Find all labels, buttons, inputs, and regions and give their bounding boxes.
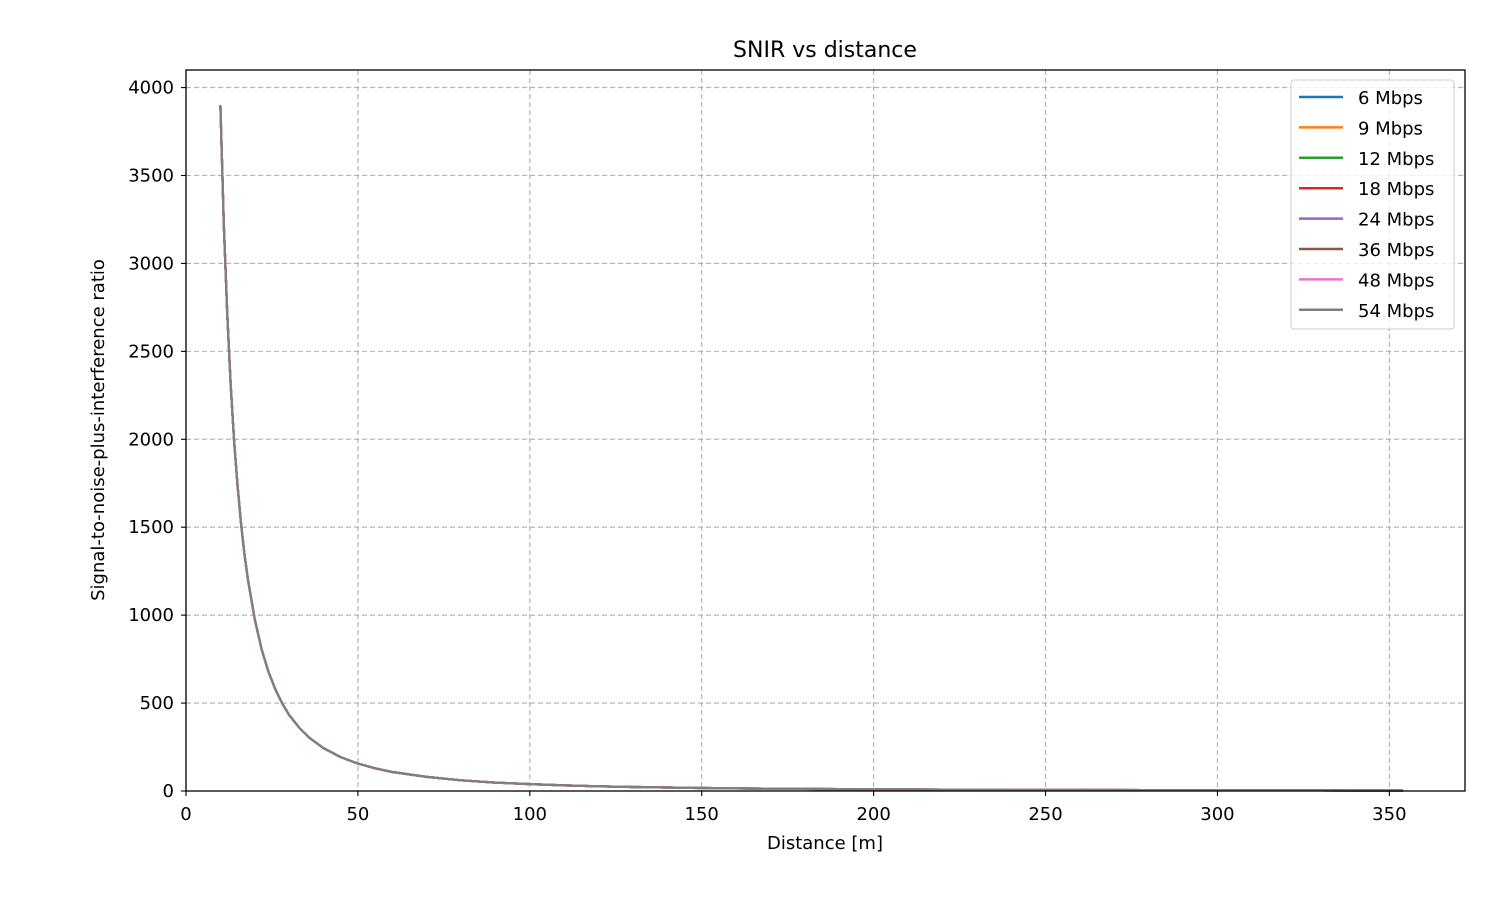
y-tick-label: 3000 [128,253,174,274]
legend-box [1290,79,1455,330]
legend-entry: 48 Mbps [1358,270,1434,291]
y-tick-label: 4000 [128,78,174,99]
legend-entry: 6 Mbps [1358,88,1423,109]
y-tick-label: 500 [140,693,174,714]
x-tick-label: 300 [1200,804,1234,825]
y-tick-label: 2500 [128,341,174,362]
y-tick-label: 2000 [128,429,174,450]
chart-title: SNIR vs distance [733,38,917,63]
x-tick-label: 50 [346,804,369,825]
axis-ticks: 0 50 100 150 200 250 300 3500500100015002000250… [128,78,1406,825]
legend-entry: 18 Mbps [1358,179,1434,200]
x-tick-label: 250 [1028,804,1062,825]
x-tick-label: 350 [1372,804,1406,825]
y-tick-label: 3500 [128,166,174,187]
legend: 6 Mbps 9 Mbps 12 Mbps 18 Mbps 24 Mbps 36 Mbps… [1290,79,1455,330]
series-lines [219,105,1404,792]
y-tick-label: 0 [163,781,174,802]
y-axis-label: Signal-to-noise-plus-interference ratio [88,259,109,601]
legend-entry: 12 Mbps [1358,149,1434,170]
legend-entry: 54 Mbps [1358,301,1434,322]
x-tick-label: 200 [856,804,890,825]
y-tick-label: 1500 [128,517,174,538]
x-tick-label: 150 [685,804,719,825]
series-line-54-mbps [219,105,1404,792]
legend-entry: 36 Mbps [1358,240,1434,261]
x-axis-label: Distance [m] [767,833,883,854]
legend-entry: 24 Mbps [1358,210,1434,231]
plot-frame [185,69,1466,792]
legend-entry: 9 Mbps [1358,118,1423,139]
y-tick-label: 1000 [128,605,174,626]
x-tick-label: 100 [513,804,547,825]
grid-lines [185,70,1465,792]
x-tick-label: 0 [180,804,191,825]
